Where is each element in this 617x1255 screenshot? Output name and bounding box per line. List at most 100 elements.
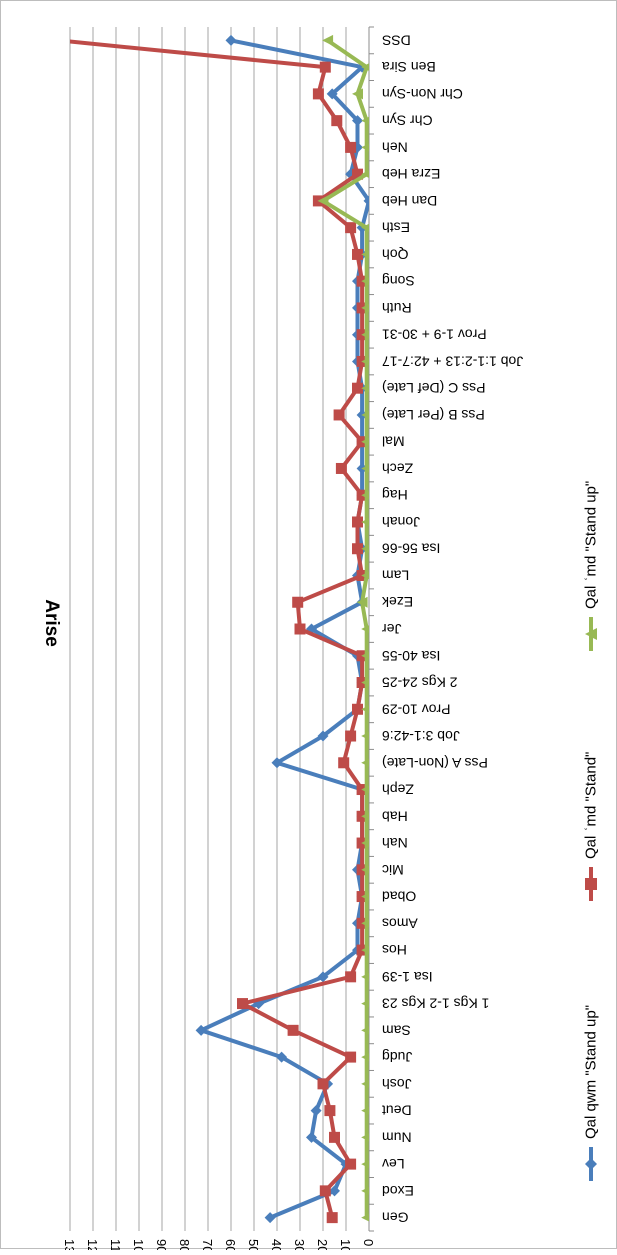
data-point [352, 88, 363, 100]
x-tick-label: Deut [382, 1103, 412, 1119]
series-3 [317, 34, 369, 1222]
data-point [361, 143, 369, 152]
data-point [361, 544, 369, 553]
x-tick-label: Prov 1-9 + 30-31 [382, 327, 487, 343]
data-point [361, 250, 369, 259]
y-tick-label: 20 [315, 1239, 330, 1250]
legend-marker [585, 628, 597, 640]
data-point [345, 730, 357, 742]
y-tick-label: 130 [62, 1239, 77, 1250]
legend-label: Qal ʿmd "Stand up" [583, 481, 600, 609]
x-tick-label: Qoh [382, 246, 408, 262]
x-tick-label: Esth [382, 220, 410, 236]
data-point [329, 1185, 340, 1197]
data-point [361, 839, 369, 847]
data-point [361, 625, 369, 633]
series-group [70, 34, 369, 1224]
x-tick-label: Ruth [382, 300, 412, 316]
y-tick-label: 100 [131, 1239, 146, 1250]
y-tick-label: 50 [246, 1239, 261, 1250]
x-tick-label: Nah [382, 835, 408, 851]
x-tick-label: Job 1:1-2:13 + 42:7-17 [382, 353, 523, 369]
x-tick-label: Jer [382, 621, 402, 637]
y-tick-label: 80 [177, 1239, 192, 1250]
data-point [319, 61, 331, 73]
data-point [326, 88, 338, 100]
y-axis-tick-labels: 0 10 20 30 40 50 60 70 80 90 100 110 120 130 [62, 1239, 376, 1255]
data-point [329, 1131, 340, 1143]
data-point [361, 946, 369, 954]
x-tick-label: Isa 1-39 [382, 969, 433, 985]
data-point [361, 518, 369, 526]
data-point [361, 1079, 369, 1088]
data-point [345, 141, 357, 153]
data-point [361, 411, 369, 419]
data-point [195, 1024, 207, 1036]
data-point [317, 730, 329, 742]
data-point [306, 1131, 317, 1143]
data-point [317, 971, 329, 983]
x-tick-label: Hab [382, 808, 408, 824]
data-point [345, 1158, 357, 1170]
x-tick-label: Mic [382, 862, 404, 878]
data-point [361, 972, 369, 981]
x-tick-label: DSS [382, 32, 411, 48]
data-point [356, 596, 368, 608]
x-tick-label: Chr Syn [382, 113, 433, 129]
data-point [361, 304, 369, 312]
series-1 [195, 34, 369, 1224]
x-tick-label: 2 Kgs 24-25 [382, 675, 458, 691]
legend: Qal qwm "Stand up" Qal ʿmd "Stand" Qal ʿmd… [583, 481, 600, 1181]
data-point [335, 462, 347, 474]
x-tick-label: Num [382, 1129, 412, 1145]
x-tick-label: Song [382, 273, 415, 289]
x-tick-label: Josh [382, 1076, 412, 1092]
legend-marker [585, 1158, 597, 1170]
data-point [361, 1133, 369, 1142]
y-tick-label: 90 [154, 1239, 169, 1250]
data-point [363, 195, 369, 207]
x-tick-label: Mal [382, 434, 405, 450]
x-tick-label: Jonah [382, 514, 420, 530]
data-point [333, 409, 345, 421]
data-point [331, 115, 343, 127]
data-point [292, 596, 304, 608]
data-point [361, 678, 369, 687]
data-point [352, 168, 363, 180]
data-point [319, 1185, 331, 1197]
x-tick-label: 1 Kgs 1-2 Kgs 23 [382, 996, 490, 1012]
data-point [361, 892, 369, 901]
y-tick-label: 110 [108, 1239, 123, 1250]
x-tick-label: Amos [382, 915, 418, 931]
x-tick-label: Neh [382, 139, 408, 155]
data-point [361, 1106, 369, 1115]
data-point [361, 732, 369, 740]
data-point [352, 516, 363, 528]
legend-item: Qal ʿmd "Stand" [583, 752, 600, 901]
data-point [361, 758, 369, 767]
y-tick-label: 0 [361, 1239, 376, 1246]
data-point [361, 705, 369, 714]
data-point [361, 865, 369, 874]
data-point [361, 63, 369, 72]
x-tick-label: Zech [382, 460, 413, 476]
data-point [361, 223, 369, 232]
y-tick-label: 120 [85, 1239, 100, 1250]
y-tick-label: 60 [223, 1239, 238, 1250]
y-tick-label: 10 [338, 1239, 353, 1250]
x-tick-label: Hos [382, 942, 407, 958]
x-tick-label: Ben Sira [382, 59, 436, 75]
data-point [345, 971, 357, 983]
x-tick-label: Job 3:1-42:6 [382, 728, 460, 744]
data-point [361, 785, 369, 794]
data-point [361, 437, 369, 446]
data-point [317, 1078, 329, 1090]
x-tick-label: Ezek [381, 594, 413, 610]
data-point [326, 1212, 338, 1224]
x-tick-label: Obad [382, 889, 416, 905]
data-point [237, 998, 248, 1010]
data-point [317, 195, 329, 207]
data-point [287, 1024, 299, 1036]
data-point [225, 34, 237, 46]
